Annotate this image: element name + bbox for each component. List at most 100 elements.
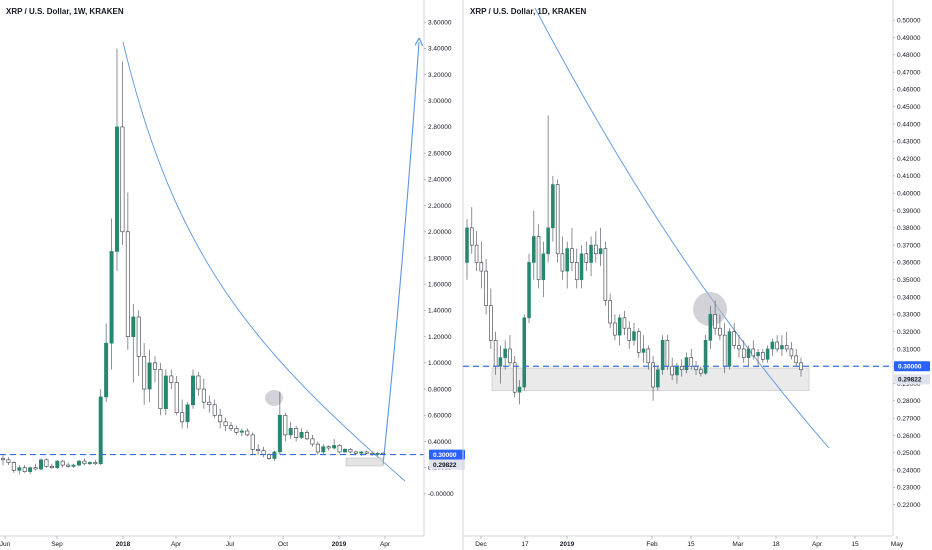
left-candle-body	[153, 362, 157, 370]
right-ytick-label: 0.48000	[897, 52, 921, 59]
left-ytick-label: 2.20000	[428, 203, 452, 210]
left-candle-body	[120, 126, 125, 233]
left-candle-body	[60, 460, 65, 466]
left-candle-body	[44, 459, 49, 467]
left-decay-curve	[122, 41, 406, 482]
right-time-axis[interactable]: Dec 17 2019 Feb 15 Mar 18 Apr 15 May	[475, 536, 904, 548]
left-candle-body	[348, 449, 353, 453]
right-price-axis[interactable]: 0.50000 0.49000 0.48000 0.47000 0.46000 0.450…	[893, 17, 921, 509]
left-projection-arrow	[382, 42, 419, 466]
right-candle-body	[560, 253, 565, 272]
left-ytick-label: 3.20000	[428, 72, 452, 79]
left-candle-body	[218, 414, 223, 423]
right-candle-body	[660, 340, 665, 371]
right-xtick-label: Mar	[732, 541, 744, 548]
right-price-tag-close	[894, 374, 930, 385]
left-candle-body	[321, 446, 326, 453]
left-xtick-label: Jul	[226, 541, 235, 548]
left-candle-body	[66, 464, 71, 467]
left-candle-body	[207, 401, 212, 406]
left-candle-body	[299, 431, 304, 438]
left-price-axis[interactable]: 3.60000 3.40000 3.20000 3.00000 2.80000 2.600…	[424, 19, 454, 498]
left-candle-body	[375, 452, 380, 455]
left-xtick-label: Sep	[51, 541, 63, 548]
right-candle-body	[598, 248, 603, 255]
right-ytick-label: 0.39000	[897, 208, 921, 215]
left-ytick-label: 2.60000	[428, 150, 452, 157]
right-ytick-label: 0.26000	[897, 433, 921, 440]
left-candle-body	[115, 126, 119, 252]
right-xtick-label: 15	[687, 541, 695, 548]
left-ytick-label: 2.00000	[428, 229, 452, 236]
right-candle-body	[574, 262, 579, 281]
left-candle-body	[33, 467, 38, 470]
left-ytick-label: 1.00000	[428, 360, 452, 367]
right-candle-body	[551, 184, 555, 229]
left-candle-body	[104, 342, 109, 398]
right-candle-body	[670, 365, 674, 376]
right-candle-body	[617, 317, 622, 336]
right-ytick-label: 0.22000	[897, 502, 921, 509]
right-xtick-label: Feb	[646, 541, 658, 548]
right-candle-body	[584, 253, 589, 263]
left-candle-body	[359, 451, 364, 454]
left-ytick-label: 2.40000	[428, 177, 452, 184]
left-support-zone	[345, 457, 384, 467]
right-ytick-label: 0.42000	[897, 156, 921, 163]
right-candle-body	[775, 341, 779, 350]
right-candle-body	[474, 244, 479, 263]
left-candle-body	[305, 431, 309, 440]
right-candle-body	[732, 331, 736, 346]
left-highlight-circle	[265, 390, 283, 406]
right-ytick-label: 0.49000	[897, 35, 921, 42]
left-xtick-label: Oct	[278, 541, 288, 548]
right-ytick-label: 0.31000	[897, 346, 921, 353]
left-time-axis[interactable]: Jun Sep 2018 Apr Jul Oct 2019 Apr	[0, 536, 391, 548]
left-candle-body	[283, 414, 288, 436]
left-candle-body	[169, 375, 174, 383]
left-chart-pane[interactable]: XRP / U.S. Dollar, 1W, KRAKEN 3.60000 3.4…	[0, 0, 465, 548]
right-ytick-label: 0.34000	[897, 294, 921, 301]
left-candle-body	[364, 451, 369, 454]
right-candle-body	[546, 227, 550, 255]
left-xtick-label: 2019	[332, 541, 347, 548]
right-candle-body	[761, 352, 765, 360]
right-ytick-label: 0.38000	[897, 225, 921, 232]
right-candle-body	[708, 314, 713, 341]
left-candle-body	[131, 316, 136, 337]
right-candle-body	[536, 236, 541, 281]
left-candle-body	[49, 466, 54, 468]
right-candle-body	[469, 227, 474, 246]
left-candle-body	[256, 449, 261, 451]
right-candle-body	[498, 357, 503, 367]
left-ytick-label: 3.40000	[428, 46, 452, 53]
right-candle-body	[794, 355, 799, 364]
right-candle-body	[512, 362, 517, 393]
left-candle-body	[201, 388, 206, 403]
right-candle-body	[741, 348, 746, 358]
right-ytick-label: 0.46000	[897, 87, 921, 94]
right-candle-body	[784, 345, 789, 350]
right-candle-body	[703, 340, 708, 374]
right-ytick-label: 0.32000	[897, 329, 921, 336]
left-ytick-label: 3.60000	[428, 19, 452, 26]
right-ytick-label: 0.33000	[897, 312, 921, 319]
left-ytick-label: 1.60000	[428, 282, 452, 289]
left-ytick-label: 0.80000	[428, 386, 452, 393]
right-ytick-label: 0.36000	[897, 260, 921, 267]
left-candle-body	[93, 462, 98, 465]
right-candle-body	[527, 262, 531, 319]
left-xtick-label: Apr	[171, 541, 182, 548]
right-xtick-label: 2019	[560, 541, 575, 548]
right-xtick-label: 17	[521, 541, 529, 548]
right-ytick-label: 0.27000	[897, 415, 921, 422]
right-ytick-label: 0.45000	[897, 104, 921, 111]
right-chart-pane[interactable]: XRP / U.S. Dollar, 1D, KRAKEN 0.50000 0.4…	[462, 0, 930, 550]
right-ytick-label: 0.37000	[897, 242, 921, 249]
right-candles	[465, 115, 803, 405]
right-trend-line	[534, 7, 830, 449]
left-candle-body	[82, 460, 87, 465]
left-candle-body	[98, 396, 103, 465]
right-ytick-label: 0.24000	[897, 467, 921, 474]
